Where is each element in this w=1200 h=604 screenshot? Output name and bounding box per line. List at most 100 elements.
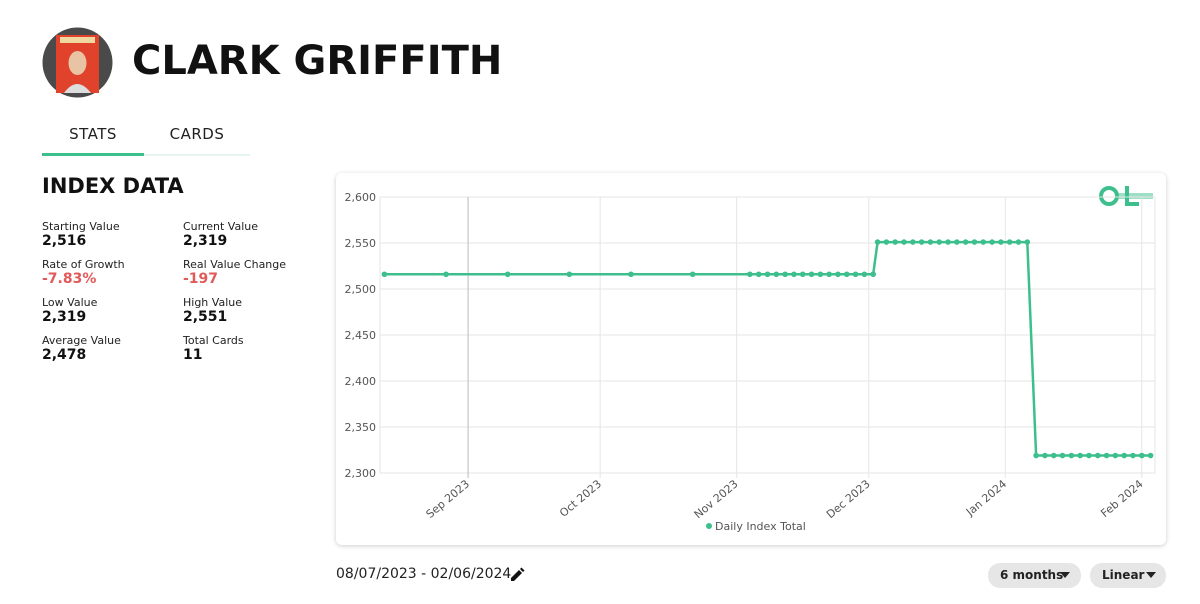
- data-point: [901, 239, 907, 245]
- data-point: [954, 239, 960, 245]
- data-point: [566, 271, 573, 278]
- stat-label: Rate of Growth: [42, 258, 125, 271]
- data-point: [989, 239, 995, 245]
- dropdown-arrow: [1146, 572, 1156, 578]
- data-point: [381, 271, 388, 278]
- data-point: [1033, 452, 1039, 459]
- dropdown-arrow: [1060, 572, 1070, 578]
- logo: [1099, 186, 1153, 206]
- x-tick-label: Nov 2023: [692, 477, 741, 521]
- tab-stats[interactable]: STATS: [69, 125, 117, 143]
- y-tick-label: 2,600: [345, 191, 377, 204]
- data-point: [764, 271, 771, 278]
- data-point: [874, 239, 881, 245]
- stat-value: -7.83%: [42, 271, 97, 287]
- data-point: [628, 271, 634, 278]
- data-point: [861, 271, 868, 278]
- y-tick-label: 2,450: [345, 329, 377, 342]
- x-tick-label: Feb 2024: [1098, 477, 1145, 520]
- data-point: [910, 239, 916, 245]
- scale-select[interactable]: Linear: [1090, 563, 1166, 588]
- data-point: [945, 239, 951, 245]
- data-point: [971, 239, 978, 245]
- data-point: [689, 271, 696, 278]
- stat-value: -197: [183, 271, 219, 287]
- data-point: [826, 271, 832, 278]
- data-point: [1015, 239, 1022, 245]
- edit-icon[interactable]: [509, 567, 525, 583]
- data-point: [782, 271, 788, 278]
- data-point: [980, 239, 987, 245]
- chart-card: 2,300 2,350 2,400 2,450 2,500 2,550 2,600 Sep 2…: [336, 173, 1166, 545]
- data-point: [1130, 452, 1136, 459]
- data-point: [1059, 452, 1066, 459]
- data-point: [1068, 452, 1075, 459]
- data-point: [1050, 452, 1057, 459]
- x-tick-label: Jan 2024: [963, 477, 1009, 519]
- data-point: [817, 271, 824, 278]
- legend-label: Daily Index Total: [715, 520, 806, 533]
- data-point: [808, 271, 815, 278]
- stat-value: 2,478: [42, 347, 87, 363]
- data-point: [892, 239, 898, 245]
- data-point: [791, 271, 797, 278]
- data-point: [504, 271, 511, 278]
- x-tick-label: Dec 2023: [824, 477, 873, 521]
- tab-indicator: [42, 153, 144, 156]
- stat-label: Current Value: [183, 220, 259, 233]
- data-point: [1077, 452, 1083, 459]
- data-point: [1138, 452, 1145, 459]
- section-title: INDEX DATA: [42, 174, 184, 198]
- y-tick-label: 2,500: [345, 283, 377, 296]
- data-point: [998, 239, 1004, 245]
- data-point: [1094, 452, 1101, 459]
- data-point: [883, 239, 890, 245]
- stat-label: High Value: [183, 296, 242, 309]
- data-point: [835, 271, 841, 278]
- stat-value: 11: [183, 347, 203, 363]
- scale-text: Linear: [1102, 568, 1145, 582]
- stat-label: Average Value: [42, 334, 121, 347]
- data-point: [1121, 452, 1127, 459]
- data-point: [1086, 452, 1092, 459]
- avatar: [42, 27, 113, 98]
- y-tick-label: 2,400: [345, 375, 377, 388]
- data-point: [918, 239, 925, 245]
- tab-track: [42, 154, 250, 156]
- legend-swatch: [706, 523, 712, 529]
- data-point: [870, 271, 876, 278]
- data-point: [927, 239, 934, 245]
- data-point: [773, 271, 780, 278]
- data-point: [443, 271, 449, 278]
- data-point: [755, 271, 762, 278]
- date-range: 08/07/2023 - 02/06/2024: [336, 566, 512, 582]
- period-select[interactable]: 6 months: [988, 563, 1081, 588]
- stat-value: 2,319: [183, 233, 228, 249]
- stat-label: Real Value Change: [183, 258, 287, 271]
- data-point: [1024, 239, 1031, 245]
- data-point: [799, 271, 806, 278]
- x-tick-label: Sep 2023: [424, 477, 472, 521]
- stat-value: 2,319: [42, 309, 87, 325]
- stat-value: 2,516: [42, 233, 87, 249]
- data-point: [1042, 452, 1048, 459]
- stat-label: Starting Value: [42, 220, 120, 233]
- chart: 2,300 2,350 2,400 2,450 2,500 2,550 2,600 Sep 2…: [345, 186, 1156, 533]
- data-point: [1112, 452, 1119, 459]
- stat-value: 2,551: [183, 309, 228, 325]
- tab-cards[interactable]: CARDS: [169, 125, 225, 143]
- data-point: [1103, 452, 1110, 459]
- x-tick-label: Oct 2023: [557, 477, 604, 519]
- player-name: CLARK GRIFFITH: [132, 38, 503, 84]
- y-tick-label: 2,350: [345, 421, 377, 434]
- data-point: [747, 271, 753, 278]
- stat-label: Low Value: [42, 296, 98, 309]
- data-point: [1147, 452, 1154, 459]
- period-text: 6 months: [1000, 568, 1064, 582]
- stat-label: Total Cards: [183, 334, 244, 347]
- data-point: [1006, 239, 1013, 245]
- data-point: [936, 239, 943, 245]
- data-point: [843, 271, 850, 278]
- y-tick-label: 2,300: [345, 467, 377, 480]
